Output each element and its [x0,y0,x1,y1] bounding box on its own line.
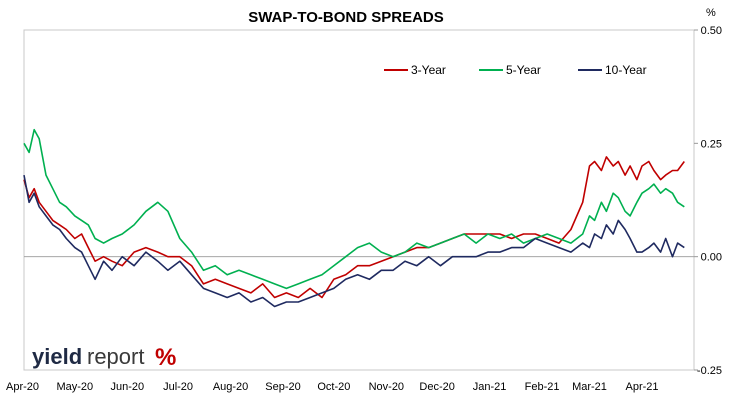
legend-label: 10-Year [605,63,647,77]
series-lines [23,128,685,308]
y-tick-label: -0.25 [697,365,722,377]
series-line-3-year [23,156,685,299]
y-tick-label: 0.00 [701,252,722,264]
y-axis-unit: % [706,7,716,19]
x-tick-label: Jul-20 [163,381,193,393]
legend-label: 3-Year [411,63,446,77]
legend-label: 5-Year [506,63,541,77]
x-tick-label: Apr-21 [625,381,658,393]
x-tick-label: Nov-20 [369,381,404,393]
series-line-10-year [23,174,685,308]
x-tick-label: Apr-20 [6,381,39,393]
x-tick-label: Feb-21 [525,381,560,393]
series-line-5-year [23,128,685,290]
logo-yield: yield [32,344,82,369]
logo-percent-symbol: % [155,344,176,371]
x-tick-label: Sep-20 [265,381,300,393]
logo-report: report [87,344,144,369]
x-tick-label: Jan-21 [473,381,507,393]
x-tick-label: May-20 [56,381,93,393]
chart-title: SWAP-TO-BOND SPREADS [248,9,444,26]
legend: 3-Year 5-Year 10-Year [384,63,647,77]
y-tick-label: 0.25 [701,138,722,150]
y-tick-label: 0.50 [701,25,722,37]
x-tick-label: Oct-20 [317,381,350,393]
x-axis: Apr-20 May-20 Jun-20 Jul-20 Aug-20 Sep-20 Oct-… [6,381,659,393]
yieldreport-logo: yield report % [32,344,176,371]
x-tick-label: Dec-20 [419,381,454,393]
y-axis: 0.50 0.25 0.00 -0.25 [694,25,722,377]
x-tick-label: Aug-20 [213,381,248,393]
x-tick-label: Mar-21 [572,381,607,393]
plot-area [23,29,695,371]
x-tick-label: Jun-20 [110,381,144,393]
